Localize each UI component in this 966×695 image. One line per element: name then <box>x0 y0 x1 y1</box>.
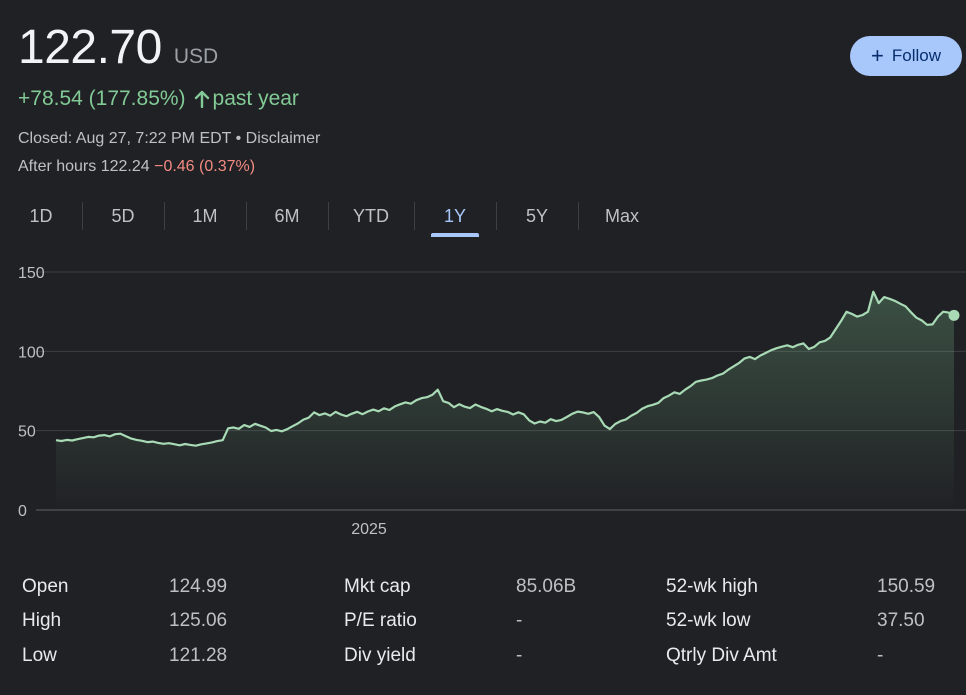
price-change: +78.54 (177.85%) past year <box>18 87 299 111</box>
tab-1m[interactable]: 1M <box>192 205 218 226</box>
price-line <box>55 290 955 447</box>
stat-value: 124.99 <box>169 576 228 597</box>
tab-5d[interactable]: 5D <box>111 205 135 226</box>
tab-ytd[interactable]: YTD <box>353 205 389 226</box>
change-period: past year <box>212 87 299 110</box>
tab-6m[interactable]: 6M <box>274 205 300 226</box>
y-tick-label: 100 <box>18 344 45 361</box>
stat-value: - <box>516 610 523 631</box>
range-tabs: 1D 5D 1M 6M YTD 1Y 5Y Max <box>0 196 700 240</box>
stock-price: 122.70 <box>18 21 162 74</box>
tab-separator <box>164 202 165 230</box>
tab-1d[interactable]: 1D <box>29 205 53 226</box>
tab-5y[interactable]: 5Y <box>525 205 549 226</box>
currency-label: USD <box>173 45 219 68</box>
arrow-up-icon <box>194 90 210 108</box>
stat-label: 52-wk high <box>666 576 758 597</box>
stat-label: High <box>22 610 62 631</box>
stat-label: Low <box>22 645 57 666</box>
tab-1y[interactable]: 1Y <box>431 196 479 237</box>
tab-separator <box>328 202 329 230</box>
stat-value: 150.59 <box>877 576 936 597</box>
stat-label: P/E ratio <box>344 610 417 631</box>
current-price-dot <box>948 309 960 321</box>
stat-label: Mkt cap <box>344 576 411 597</box>
stat-value: 125.06 <box>169 610 228 631</box>
after-hours-price: After hours 122.24 <box>18 158 150 175</box>
stat-label: Qtrly Div Amt <box>666 645 777 666</box>
follow-button[interactable]: + Follow <box>850 36 962 76</box>
active-tab-indicator <box>431 233 479 237</box>
market-status: Closed: Aug 27, 7:22 PM EDT • Disclaimer <box>18 130 321 147</box>
after-hours-change: −0.46 (0.37%) <box>154 158 256 175</box>
stat-value: - <box>516 645 523 666</box>
y-tick-label: 150 <box>18 265 45 282</box>
stat-label: Div yield <box>344 645 416 666</box>
stats-table: Open 124.99 Mkt cap 85.06B 52-wk high 15… <box>0 570 966 680</box>
stat-value: 85.06B <box>516 576 577 597</box>
tab-separator <box>578 202 579 230</box>
after-hours: After hours 122.24 −0.46 (0.37%) <box>18 158 255 176</box>
price-header: 122.70 USD <box>18 24 218 72</box>
stat-label: Open <box>22 576 69 597</box>
stat-value: 37.50 <box>877 610 925 631</box>
stat-label: 52-wk low <box>666 610 751 631</box>
y-tick-label: 50 <box>18 424 36 441</box>
plus-icon: + <box>871 43 884 68</box>
tab-separator <box>246 202 247 230</box>
tab-separator <box>82 202 83 230</box>
tab-max[interactable]: Max <box>604 205 639 226</box>
change-value: +78.54 (177.85%) <box>18 87 186 110</box>
stat-value: - <box>877 645 884 666</box>
follow-label: Follow <box>891 46 941 65</box>
x-tick-label: 2025 <box>351 521 387 538</box>
price-area <box>56 291 954 510</box>
price-chart: 0 50 100 150 2025 <box>18 265 966 538</box>
stat-value: 121.28 <box>169 645 228 666</box>
tab-separator <box>496 202 497 230</box>
tab-separator <box>414 202 415 230</box>
y-tick-label: 0 <box>18 503 27 520</box>
